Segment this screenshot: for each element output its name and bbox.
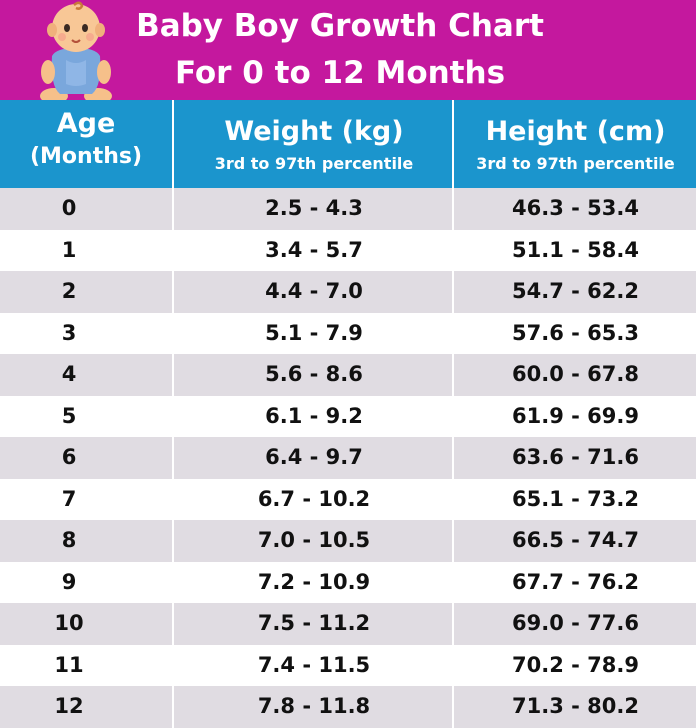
table-row: 11 7.4 - 11.5 70.2 - 78.9	[0, 644, 696, 687]
table-header: Age (Months) Weight (kg) 3rd to 97th per…	[0, 100, 696, 188]
table-body: 0 2.5 - 4.3 46.3 - 53.4 1 3.4 - 5.7 51.1 - 58…	[0, 188, 696, 728]
cell-weight: 6.1 - 9.2	[265, 403, 363, 428]
table-row: 10 7.5 - 11.2 69.0 - 77.6	[0, 603, 696, 645]
table-row: 7 6.7 - 10.2 65.1 - 73.2	[0, 478, 696, 521]
column-divider	[452, 188, 454, 728]
header-weight: Weight (kg) 3rd to 97th percentile	[175, 100, 453, 188]
table-row: 1 3.4 - 5.7 51.1 - 58.4	[0, 229, 696, 272]
cell-height: 71.3 - 80.2	[512, 694, 639, 719]
table-row: 5 6.1 - 9.2 61.9 - 69.9	[0, 395, 696, 438]
cell-age: 6	[61, 445, 77, 470]
header-age-subtitle: (Months)	[29, 144, 143, 169]
cell-height: 57.6 - 65.3	[512, 320, 639, 345]
cell-height: 61.9 - 69.9	[512, 403, 639, 428]
cell-height: 46.3 - 53.4	[512, 196, 639, 220]
cell-weight: 6.4 - 9.7	[265, 445, 363, 470]
cell-weight: 3.4 - 5.7	[265, 237, 363, 262]
cell-weight: 7.2 - 10.9	[257, 569, 371, 594]
table-row: 4 5.6 - 8.6 60.0 - 67.8	[0, 354, 696, 396]
cell-weight: 4.4 - 7.0	[265, 279, 363, 304]
cell-weight: 7.4 - 11.5	[257, 652, 371, 677]
header-divider	[172, 100, 174, 188]
header-age: Age (Months)	[0, 100, 172, 188]
cell-weight: 5.1 - 7.9	[265, 320, 363, 345]
cell-age: 0	[61, 196, 77, 220]
cell-height: 67.7 - 76.2	[512, 569, 639, 594]
cell-age: 1	[61, 237, 77, 262]
cell-age: 2	[61, 279, 77, 304]
cell-weight: 2.5 - 4.3	[265, 196, 363, 220]
cell-weight: 6.7 - 10.2	[257, 486, 371, 511]
cell-age: 4	[61, 362, 77, 387]
header-height-subtitle: 3rd to 97th percentile	[476, 154, 675, 173]
table-row: 3 5.1 - 7.9 57.6 - 65.3	[0, 312, 696, 355]
cell-height: 60.0 - 67.8	[512, 362, 639, 387]
table-row: 9 7.2 - 10.9 67.7 - 76.2	[0, 561, 696, 604]
cell-height: 70.2 - 78.9	[512, 652, 639, 677]
cell-weight: 7.8 - 11.8	[257, 694, 371, 719]
header-weight-title: Weight (kg)	[224, 116, 404, 147]
table-row: 2 4.4 - 7.0 54.7 - 62.2	[0, 271, 696, 313]
cell-weight: 7.5 - 11.2	[257, 611, 371, 636]
cell-height: 54.7 - 62.2	[512, 279, 639, 304]
cell-age: 3	[61, 320, 77, 345]
table-row: 12 7.8 - 11.8 71.3 - 80.2	[0, 686, 696, 728]
cell-age: 11	[54, 652, 84, 677]
cell-age: 10	[54, 611, 84, 636]
chart-title-line-2: For 0 to 12 Months	[174, 55, 506, 91]
header-age-title: Age	[56, 108, 116, 139]
cell-weight: 5.6 - 8.6	[265, 362, 363, 387]
header-height: Height (cm) 3rd to 97th percentile	[455, 100, 696, 188]
cell-age: 8	[61, 528, 77, 553]
cell-age: 5	[61, 403, 77, 428]
baby-icon	[40, 1, 112, 104]
cell-age: 9	[61, 569, 77, 594]
column-divider	[172, 188, 174, 728]
cell-height: 69.0 - 77.6	[512, 611, 639, 636]
cell-age: 12	[54, 694, 84, 719]
cell-age: 7	[61, 486, 77, 511]
chart-title-line-1: Baby Boy Growth Chart	[136, 8, 544, 44]
header-weight-subtitle: 3rd to 97th percentile	[214, 154, 414, 173]
title-banner: Baby Boy Growth Chart For 0 to 12 Months	[0, 0, 696, 100]
cell-weight: 7.0 - 10.5	[257, 528, 371, 553]
table-row: 6 6.4 - 9.7 63.6 - 71.6	[0, 437, 696, 479]
table-row: 0 2.5 - 4.3 46.3 - 53.4	[0, 188, 696, 230]
table-row: 8 7.0 - 10.5 66.5 - 74.7	[0, 520, 696, 562]
cell-height: 51.1 - 58.4	[512, 237, 639, 262]
header-height-title: Height (cm)	[485, 116, 666, 147]
header-divider	[452, 100, 454, 188]
cell-height: 63.6 - 71.6	[512, 445, 639, 470]
cell-height: 65.1 - 73.2	[512, 486, 639, 511]
cell-height: 66.5 - 74.7	[512, 528, 639, 553]
